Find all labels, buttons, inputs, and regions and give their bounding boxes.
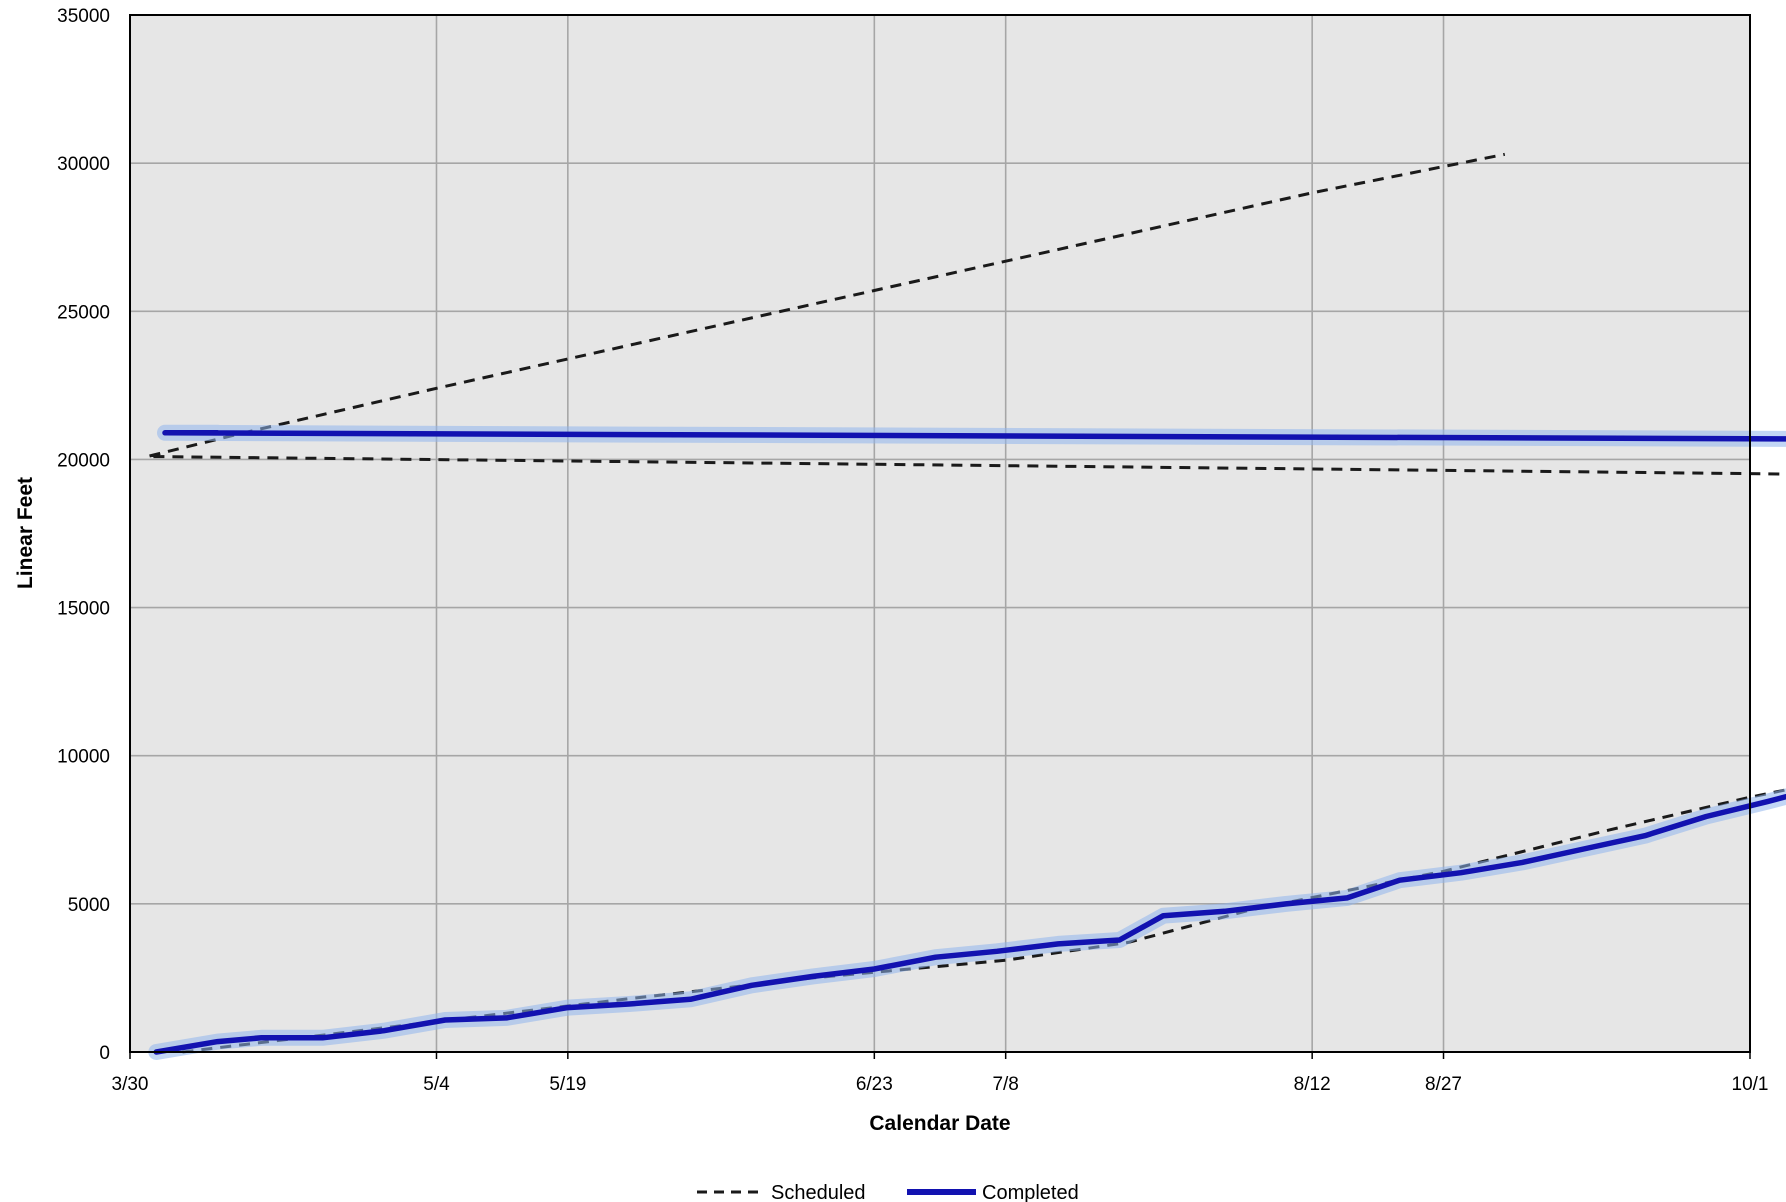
y-tick-label: 30000 bbox=[57, 154, 110, 175]
x-tick-label: 10/1 bbox=[1732, 1074, 1769, 1095]
x-tick-label: 5/4 bbox=[423, 1074, 450, 1095]
x-tick-label: 7/8 bbox=[992, 1074, 1018, 1095]
y-tick-label: 10000 bbox=[57, 747, 110, 768]
legend-completed-label: Completed bbox=[982, 1182, 1079, 1202]
x-tick-label: 3/30 bbox=[112, 1074, 149, 1095]
series-layer bbox=[146, 152, 1786, 1060]
y-axis-ticks: 0 5000 10000 15000 20000 25000 30000 35000 bbox=[57, 6, 110, 1064]
y-tick-label: 25000 bbox=[57, 302, 110, 323]
plot-background bbox=[130, 15, 1750, 1052]
y-tick-label: 15000 bbox=[57, 599, 110, 620]
x-tick-label: 5/19 bbox=[549, 1074, 586, 1095]
series-completed-line bbox=[153, 430, 1786, 1055]
plot-border bbox=[129, 14, 1751, 1053]
gridlines bbox=[129, 14, 1751, 1053]
y-tick-label: 5000 bbox=[68, 895, 110, 916]
legend-scheduled-label: Scheduled bbox=[771, 1182, 866, 1202]
x-tick-label: 6/23 bbox=[856, 1074, 893, 1095]
x-axis-ticks: 3/305/197/88/2710/1612/51/243/155/46/238… bbox=[112, 1052, 1769, 1095]
legend: Scheduled Completed bbox=[697, 1182, 1079, 1202]
y-tick-label: 0 bbox=[99, 1043, 110, 1064]
x-axis-title: Calendar Date bbox=[869, 1112, 1010, 1135]
x-tick-label: 8/12 bbox=[1294, 1074, 1331, 1095]
y-axis-title: Linear Feet bbox=[14, 477, 37, 589]
y-tick-label: 35000 bbox=[57, 6, 110, 27]
x-tick-label: 8/27 bbox=[1425, 1074, 1462, 1095]
y-tick-label: 20000 bbox=[57, 450, 110, 471]
